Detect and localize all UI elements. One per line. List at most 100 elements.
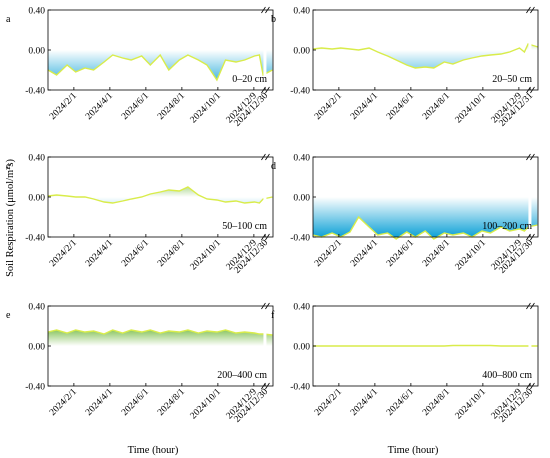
series-line xyxy=(312,215,538,240)
axis-break-gap xyxy=(263,307,267,385)
axis-break-mark xyxy=(530,6,535,14)
x-tick-label: 2024/6/1 xyxy=(385,387,416,418)
axis-break-mark xyxy=(261,6,266,14)
y-tick-label: 0.40 xyxy=(28,7,45,17)
y-axis-title: Soil Respiration (μmol/m²s) xyxy=(5,159,16,277)
series-line xyxy=(313,344,538,347)
x-tick-label: 2024/10/1 xyxy=(189,91,223,125)
axis-break-mark xyxy=(265,6,270,14)
x-tick-label: 2024/2/1 xyxy=(313,387,344,418)
axis-break-mark xyxy=(265,302,270,310)
axis-break-gap xyxy=(263,158,267,236)
series-line xyxy=(47,53,273,82)
depth-label: 200–400 cm xyxy=(217,370,267,381)
x-axis-title-right: Time (hour) xyxy=(388,445,439,456)
depth-label: 20–50 cm xyxy=(492,74,532,85)
x-tick-label: 2024/6/1 xyxy=(385,238,416,269)
panel-letter: b xyxy=(271,14,276,25)
axis-break-mark xyxy=(530,153,535,161)
x-tick-label: 2024/8/1 xyxy=(156,238,187,269)
y-tick-label: 0.40 xyxy=(293,7,310,17)
x-tick-label: 2024/6/1 xyxy=(120,91,151,122)
panel-e: 0.400.00-0.40 2024/2/1 2024/4/1 2024/6/1 202… xyxy=(6,302,274,425)
panel-letter: d xyxy=(271,161,276,172)
x-tick-label: 2024/8/1 xyxy=(156,91,187,122)
depth-label: 100–200 cm xyxy=(482,221,532,232)
x-tick-label: 2024/4/1 xyxy=(84,238,115,269)
y-tick-label: 0.00 xyxy=(28,47,45,57)
x-tick-label: 2024/4/1 xyxy=(349,91,380,122)
panel-letter: c xyxy=(6,161,11,172)
y-tick-label: -0.40 xyxy=(290,87,310,97)
y-tick-label: 0.00 xyxy=(28,194,45,204)
y-tick-label: -0.40 xyxy=(290,234,310,244)
axis-break-mark xyxy=(530,302,535,310)
x-tick-label: 2024/10/1 xyxy=(189,387,223,421)
axis-break-mark xyxy=(265,382,270,390)
axis-break-mark xyxy=(526,302,531,310)
depth-label: 50–100 cm xyxy=(222,221,267,232)
y-tick-label: -0.40 xyxy=(25,87,45,97)
x-tick-label: 2024/2/1 xyxy=(313,91,344,122)
x-tick-label: 2024/4/1 xyxy=(349,238,380,269)
negative-area xyxy=(313,197,538,237)
x-tick-label: 2024/10/1 xyxy=(454,387,488,421)
x-tick-label: 2024/2/1 xyxy=(48,387,79,418)
panel-letter: a xyxy=(6,14,11,25)
x-tick-label: 2024/4/1 xyxy=(349,387,380,418)
x-tick-label: 2024/10/1 xyxy=(454,91,488,125)
x-tick-label: 2024/2/1 xyxy=(48,91,79,122)
y-tick-label: 0.40 xyxy=(28,154,45,164)
axis-break-mark xyxy=(265,153,270,161)
y-tick-label: -0.40 xyxy=(25,383,45,393)
y-tick-label: 0.40 xyxy=(293,303,310,313)
axis-break-mark xyxy=(265,233,270,241)
axis-break-mark xyxy=(530,382,535,390)
x-tick-label: 2024/2/1 xyxy=(313,238,344,269)
x-tick-label: 2024/6/1 xyxy=(385,91,416,122)
series-line xyxy=(312,43,539,69)
axis-break-mark xyxy=(265,86,270,94)
x-tick-label: 2024/8/1 xyxy=(421,238,452,269)
axis-break-gap xyxy=(528,307,532,385)
y-tick-label: 0.40 xyxy=(293,154,310,164)
x-tick-label: 2024/4/1 xyxy=(84,91,115,122)
axis-break-gap xyxy=(528,158,532,236)
depth-label: 0–20 cm xyxy=(232,74,267,85)
x-tick-label: 2024/8/1 xyxy=(421,91,452,122)
negative-area xyxy=(313,50,538,68)
axis-break-mark xyxy=(530,86,535,94)
x-tick-label: 2024/6/1 xyxy=(120,238,151,269)
x-tick-label: 2024/10/1 xyxy=(454,238,488,272)
x-tick-label: 2024/6/1 xyxy=(120,387,151,418)
axis-break-gap xyxy=(263,11,267,89)
depth-label: 400–800 cm xyxy=(482,370,532,381)
axis-break-mark xyxy=(261,302,266,310)
y-tick-label: 0.00 xyxy=(293,47,310,57)
y-tick-label: 0.00 xyxy=(293,194,310,204)
x-tick-label: 2024/2/1 xyxy=(48,238,79,269)
panel-letter: e xyxy=(6,310,11,321)
x-axis-title-left: Time (hour) xyxy=(128,445,179,456)
x-tick-label: 2024/4/1 xyxy=(84,387,115,418)
panel-letter: f xyxy=(271,310,275,321)
negative-area xyxy=(48,50,273,80)
panel-b: 0.400.00-0.40 2024/2/1 2024/4/1 2024/6/1 202… xyxy=(271,6,539,129)
x-tick-label: 2024/10/1 xyxy=(189,238,223,272)
y-tick-label: -0.40 xyxy=(25,234,45,244)
panel-a: 0.400.00-0.40 2024/2/1 2024/4/1 2024/6/1 202… xyxy=(6,6,274,129)
axis-break-mark xyxy=(530,233,535,241)
x-tick-label: 2024/8/1 xyxy=(421,387,452,418)
panel-d: 0.400.00-0.40 2024/2/1 2024/4/1 2024/6/1 202… xyxy=(271,153,539,276)
axis-break-mark xyxy=(261,153,266,161)
y-tick-label: 0.00 xyxy=(293,343,310,353)
y-tick-label: -0.40 xyxy=(290,383,310,393)
panel-f: 0.400.00-0.40 2024/2/1 2024/4/1 2024/6/1 202… xyxy=(271,302,539,425)
x-tick-label: 2024/8/1 xyxy=(156,387,187,418)
y-tick-label: 0.40 xyxy=(28,303,45,313)
y-tick-label: 0.00 xyxy=(28,343,45,353)
panels-layer: 0.400.00-0.40 2024/2/1 2024/4/1 2024/6/1 202… xyxy=(6,6,539,425)
series-line xyxy=(47,329,273,336)
panel-c: 0.400.00-0.40 2024/2/1 2024/4/1 2024/6/1 202… xyxy=(6,153,274,276)
